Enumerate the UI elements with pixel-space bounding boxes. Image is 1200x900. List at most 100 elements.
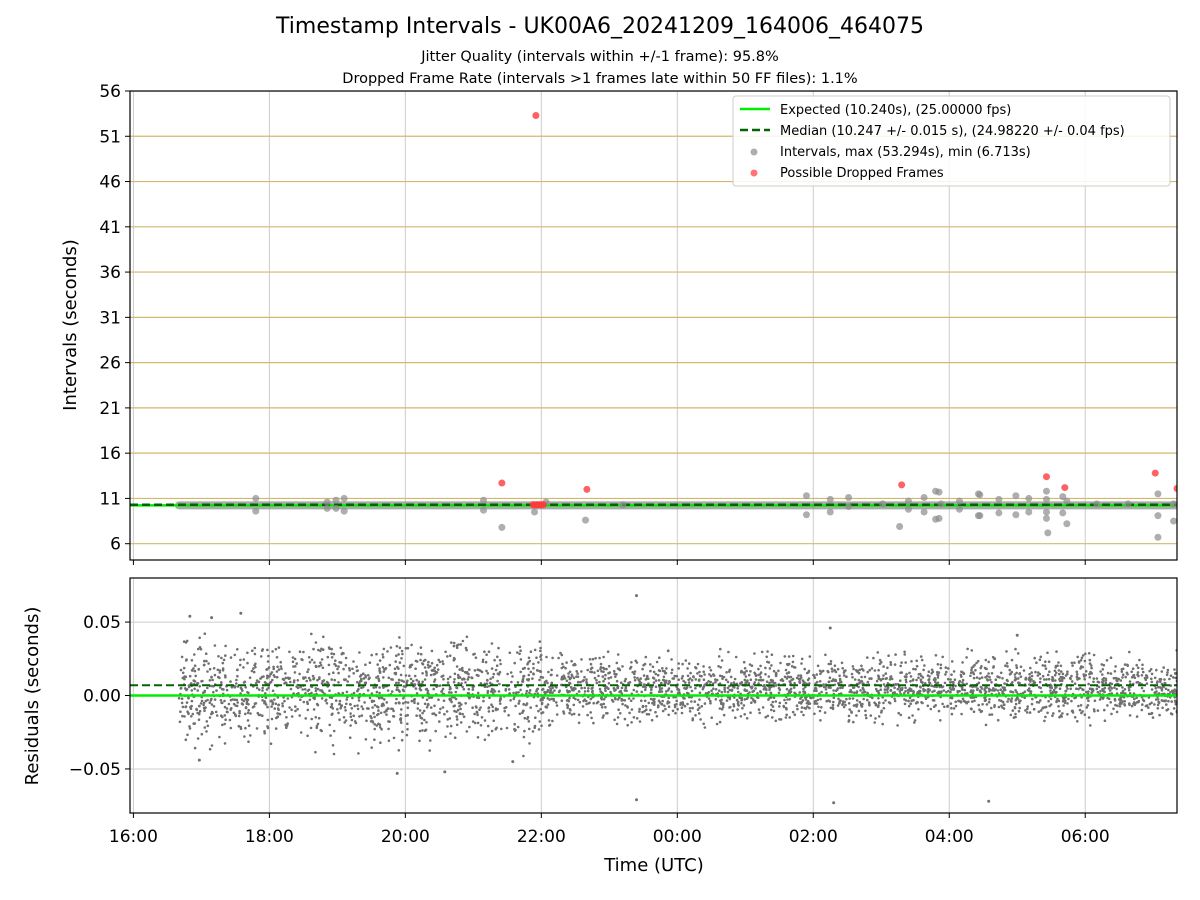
residual-point xyxy=(319,649,322,653)
residual-point xyxy=(1112,707,1115,711)
residual-point xyxy=(220,656,223,660)
residual-outlier-point xyxy=(210,616,214,620)
residual-point xyxy=(1051,690,1055,694)
legend-median-label: Median (10.247 +/- 0.015 s), (24.98220 +… xyxy=(780,124,1125,139)
residual-point xyxy=(406,722,409,726)
residual-point xyxy=(783,675,787,679)
residual-point xyxy=(541,688,544,692)
residual-point xyxy=(1002,687,1006,690)
residual-outlier-point xyxy=(197,758,201,762)
residual-point xyxy=(425,698,429,702)
residual-point xyxy=(896,724,899,727)
residual-point xyxy=(446,718,450,721)
residual-point xyxy=(316,687,320,691)
intervals-y-tick-label: 21 xyxy=(99,399,121,419)
residual-point xyxy=(306,689,310,693)
residual-point xyxy=(1003,703,1006,706)
residual-point xyxy=(452,680,456,684)
residual-point xyxy=(657,699,661,703)
residual-point xyxy=(984,676,987,679)
legend-box xyxy=(732,95,1171,187)
residual-point xyxy=(266,705,269,709)
residual-point xyxy=(733,686,736,689)
residual-point xyxy=(298,650,302,653)
residual-point xyxy=(427,660,430,664)
residual-point xyxy=(1151,716,1155,719)
residual-point xyxy=(495,664,499,667)
residual-point xyxy=(600,698,604,701)
residual-point xyxy=(1144,674,1148,677)
residual-point xyxy=(260,649,264,652)
residual-point xyxy=(275,670,279,673)
residual-point xyxy=(452,656,456,660)
residual-point xyxy=(349,712,352,715)
interval-point xyxy=(826,508,834,516)
residual-point xyxy=(883,688,887,691)
residual-point xyxy=(583,675,586,679)
residual-point xyxy=(477,674,480,677)
residual-point xyxy=(759,671,763,674)
interval-point xyxy=(1124,500,1132,508)
residual-point xyxy=(611,700,615,703)
residual-point xyxy=(188,725,191,728)
residual-point xyxy=(884,672,888,675)
residual-point xyxy=(746,679,749,682)
residual-point xyxy=(877,668,880,672)
residual-point xyxy=(551,719,554,723)
residual-point xyxy=(398,646,402,649)
residual-point xyxy=(546,703,550,706)
residual-point xyxy=(1147,706,1150,709)
residual-point xyxy=(560,653,564,657)
residual-point xyxy=(960,686,964,689)
residual-point xyxy=(311,674,315,678)
residual-point xyxy=(688,707,692,710)
residual-point xyxy=(926,691,930,694)
residual-point xyxy=(404,647,408,650)
residual-point xyxy=(969,690,972,694)
residual-point xyxy=(790,678,793,682)
interval-point xyxy=(252,507,260,515)
residual-point xyxy=(220,701,223,705)
residual-point xyxy=(284,724,288,727)
residual-point xyxy=(356,707,360,711)
residual-point xyxy=(379,711,383,715)
residual-point xyxy=(1104,679,1108,682)
residual-point xyxy=(486,672,490,675)
residual-point xyxy=(360,714,364,717)
residual-point xyxy=(191,669,194,672)
residual-point xyxy=(953,678,957,681)
residual-point xyxy=(915,700,919,704)
residual-point xyxy=(894,653,897,656)
residual-point xyxy=(631,671,634,674)
residual-point xyxy=(190,689,194,692)
residual-point xyxy=(898,690,902,693)
residual-point xyxy=(439,707,442,711)
residual-point xyxy=(344,709,347,712)
residual-point xyxy=(867,701,871,704)
residual-point xyxy=(928,675,931,678)
residual-point xyxy=(210,697,213,701)
residual-point xyxy=(375,713,379,717)
residual-point xyxy=(676,687,679,691)
residual-point xyxy=(402,680,406,683)
residual-point xyxy=(338,699,342,703)
residual-point xyxy=(570,673,574,677)
residual-point xyxy=(654,710,657,714)
residual-point xyxy=(236,701,239,704)
residual-point xyxy=(683,697,686,700)
residual-point xyxy=(471,688,475,691)
residual-point xyxy=(545,655,548,659)
residual-point xyxy=(801,679,805,682)
residual-point xyxy=(485,685,489,688)
residual-point xyxy=(345,702,348,706)
residual-point xyxy=(352,714,356,718)
residual-point xyxy=(1064,689,1067,693)
residual-point xyxy=(1159,686,1162,689)
residual-point xyxy=(512,697,516,701)
residual-point xyxy=(297,692,300,695)
residual-point xyxy=(572,712,576,716)
residual-point xyxy=(949,690,952,694)
residual-point xyxy=(567,672,570,675)
residual-point xyxy=(236,674,239,678)
residual-point xyxy=(1028,711,1032,714)
